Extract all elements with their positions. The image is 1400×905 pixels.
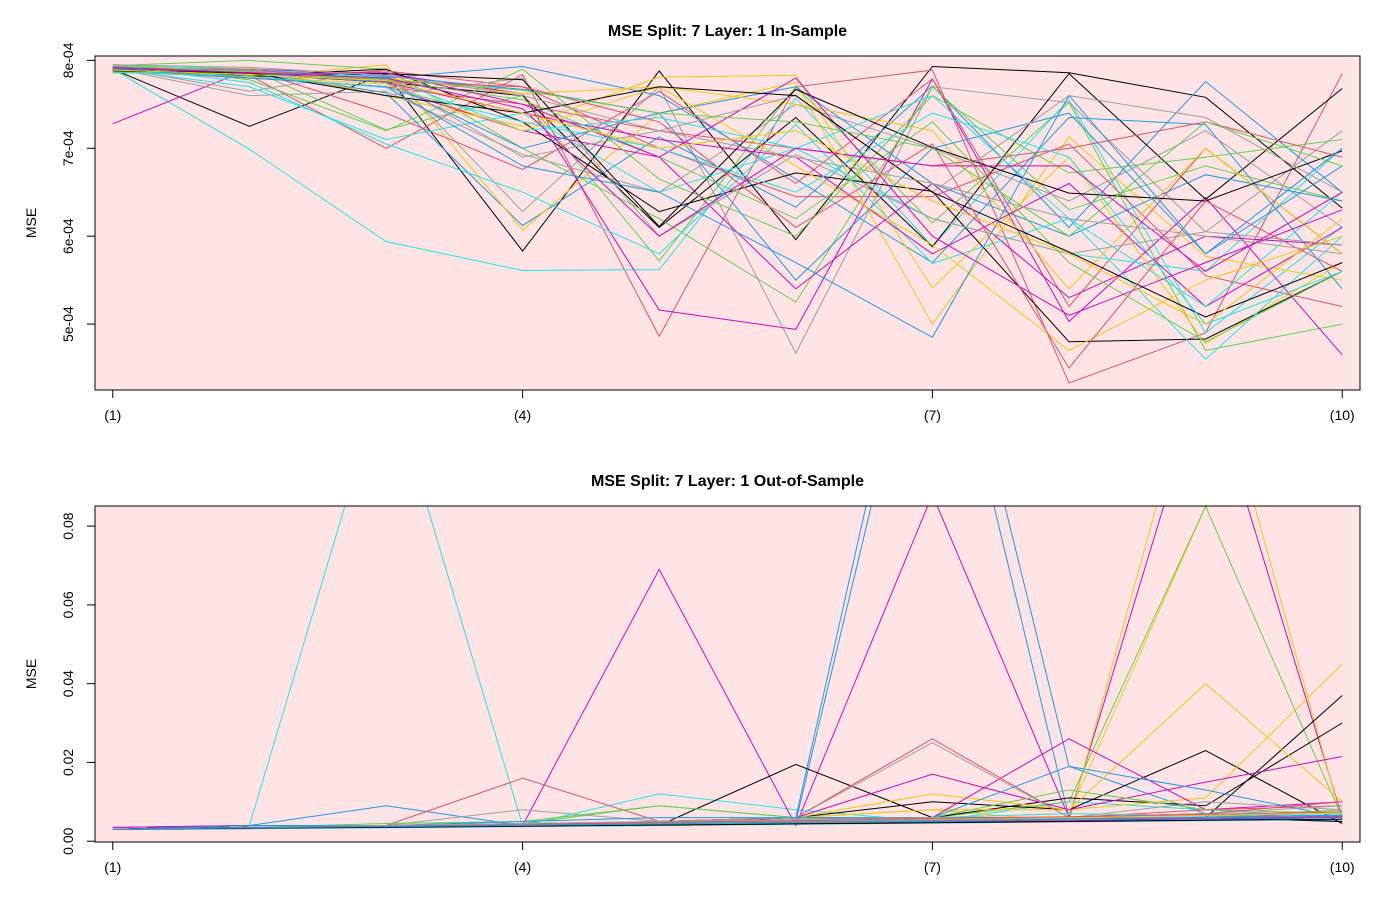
y-tick-label: 5e-04 — [60, 306, 76, 342]
series-line-40 — [112, 64, 1343, 255]
chart-title: MSE Split: 7 Layer: 1 In-Sample — [608, 23, 847, 40]
x-tick-label: (1) — [104, 859, 121, 875]
series-line-37 — [112, 71, 1343, 325]
y-tick-label: 0.06 — [60, 591, 76, 618]
in-sample-panel: MSE Split: 7 Layer: 1 In-Sample MSE (1) (… — [23, 23, 1361, 423]
x-tick-label: (10) — [1330, 407, 1355, 423]
y-tick-label: 6e-04 — [60, 218, 76, 254]
x-tick-label: (4) — [514, 859, 531, 875]
y-axis-label: MSE — [23, 208, 39, 238]
x-tick-label: (4) — [514, 407, 531, 423]
y-axis-label: MSE — [23, 659, 39, 689]
y-tick-label: 0.08 — [60, 512, 76, 539]
plot-frame — [94, 505, 1361, 843]
series-line-3 — [112, 64, 1343, 351]
series-line-31 — [112, 69, 1343, 351]
series-line-38 — [112, 66, 1343, 272]
y-tick-label: 0.02 — [60, 749, 76, 776]
series-line-39 — [112, 69, 1343, 325]
x-tick-label: (10) — [1330, 859, 1355, 875]
series-line-5 — [112, 68, 1343, 334]
series-line-1 — [112, 506, 1343, 828]
series-line-19 — [112, 64, 1343, 237]
y-tick-label: 7e-04 — [60, 130, 76, 166]
series-line-32 — [112, 818, 1343, 830]
plot-background — [95, 506, 1360, 842]
series-group — [112, 59, 1343, 384]
plot-frame — [94, 55, 1361, 391]
y-tick-label: 0.04 — [60, 670, 76, 697]
x-tick-label: (7) — [924, 407, 941, 423]
out-of-sample-panel: MSE Split: 7 Layer: 1 Out-of-Sample MSE … — [23, 473, 1361, 875]
y-tick-label: 0.00 — [60, 827, 76, 854]
y-tick-label: 8e-04 — [60, 42, 76, 78]
series-line-2 — [112, 69, 1343, 384]
x-tick-label: (1) — [104, 407, 121, 423]
series-group — [112, 506, 1343, 830]
series-line-11 — [112, 59, 1343, 303]
x-tick-label: (7) — [924, 859, 941, 875]
series-line-34 — [112, 814, 1343, 830]
chart-title: MSE Split: 7 Layer: 1 Out-of-Sample — [591, 473, 864, 490]
series-line-19 — [112, 765, 1343, 830]
